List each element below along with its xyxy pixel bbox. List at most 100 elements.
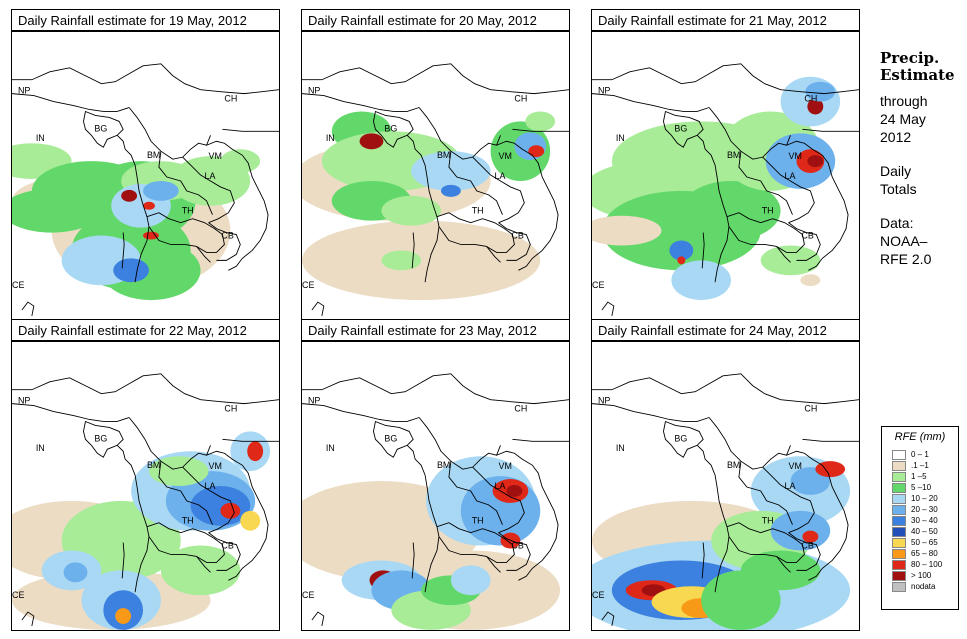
legend-swatch [892,537,906,548]
country-borders [302,63,569,317]
country-label-ce: CE [12,590,24,600]
panel-title: Daily Rainfall estimate for 21 May, 2012 [591,9,860,31]
daily-line1: Daily [880,163,912,179]
border-line [802,128,859,132]
rainfall-area [143,231,159,240]
country-label-la: LA [785,171,796,181]
rainfall-area [807,155,824,168]
country-label-ch: CH [804,94,817,104]
border-line [418,107,501,160]
border-line [121,232,125,269]
legend-label: 40 – 50 [911,527,938,536]
legend-swatch [892,482,906,493]
country-label-vm: VM [789,461,802,471]
legend: RFE (mm) 0 – 1 .1 –1 1 –5 5 –10 10 – 20 20 – … [881,426,959,610]
border-line [601,301,615,317]
border-line [436,212,515,253]
country-label-ce: CE [12,280,24,290]
rainfall-area [160,545,241,596]
rainfall-area [671,260,731,301]
legend-item: .1 –1 [892,460,958,471]
through-date-line1: 24 May [880,111,926,127]
legend-label: 1 –5 [911,472,927,481]
rainfall-map: NP CH IN BG BM VM LA TH CB CE [591,31,860,321]
rainfall-area [121,189,138,202]
border-line [12,403,130,422]
border-line [146,212,225,253]
legend-swatch [892,504,906,515]
legend-item: 80 – 100 [892,559,958,570]
sidebar-title-line2: Estimate [880,66,955,84]
country-label-cb: CB [511,541,523,551]
country-label-bg: BG [674,123,687,133]
border-line [116,444,150,593]
country-label-ce: CE [302,280,314,290]
rainfall-map: NP CH IN BG BM VM LA TH CB CE [301,341,570,631]
country-label-bg: BG [94,123,107,133]
legend-item: 50 – 65 [892,537,958,548]
country-label-bm: BM [727,150,740,160]
country-borders [592,63,859,317]
border-line [411,542,415,579]
legend-label: 80 – 100 [911,560,943,569]
country-label-cb: CB [801,231,813,241]
border-line [762,156,815,224]
map-canvas: NP CH IN BG BM VM LA TH CB CE [302,373,569,630]
border-line [663,420,704,458]
border-line [12,373,279,405]
rainfall-area [381,195,441,226]
border-line [311,301,325,317]
border-line [708,107,791,160]
border-line [728,536,791,573]
country-label-np: NP [598,86,610,96]
legend-swatch [892,526,906,537]
border-line [788,222,821,261]
rainfall-area [143,201,155,210]
country-label-bm: BM [437,460,450,470]
border-line [448,461,503,525]
country-borders [12,373,279,627]
border-line [182,156,235,224]
border-line [83,110,124,148]
legend-item: 5 –10 [892,482,958,493]
border-line [496,140,559,271]
rainfall-area [805,81,836,102]
border-line [128,417,211,470]
country-label-bg: BG [94,433,107,443]
country-label-la: LA [495,171,506,181]
country-label-bg: BG [674,433,687,443]
through-date-line2: 2012 [880,129,912,145]
legend-label: 0 – 1 [911,450,929,459]
country-label-np: NP [308,86,320,96]
border-line [592,93,710,112]
panel-title: Daily Rainfall estimate for 20 May, 2012 [301,9,570,31]
border-line [738,461,793,525]
country-label-th: TH [472,206,484,216]
rainfall-map: NP CH IN BG BM VM LA TH CB CE [301,31,570,321]
border-line [373,110,414,148]
border-line [21,611,35,627]
legend-item: 40 – 50 [892,526,958,537]
map-canvas: NP CH IN BG BM VM LA TH CB CE [592,373,859,630]
country-label-cb: CB [511,231,523,241]
border-line [206,140,269,271]
border-line [472,156,525,224]
legend-swatch [892,460,906,471]
legend-item: 10 – 20 [892,493,958,504]
legend-swatch [892,570,906,581]
data-source-line2: NOAA– [880,233,928,249]
legend-swatch [892,548,906,559]
border-line [418,417,501,470]
legend-item: 65 – 80 [892,548,958,559]
border-line [701,542,705,579]
legend-swatch [892,449,906,460]
rainfall-shading [12,143,261,301]
border-line [21,301,35,317]
country-label-th: TH [182,516,194,526]
country-label-in: IN [36,443,45,453]
rainfall-area [381,250,422,271]
border-line [148,536,211,573]
border-line [472,466,525,534]
country-label-ch: CH [804,404,817,414]
border-line [302,403,420,422]
